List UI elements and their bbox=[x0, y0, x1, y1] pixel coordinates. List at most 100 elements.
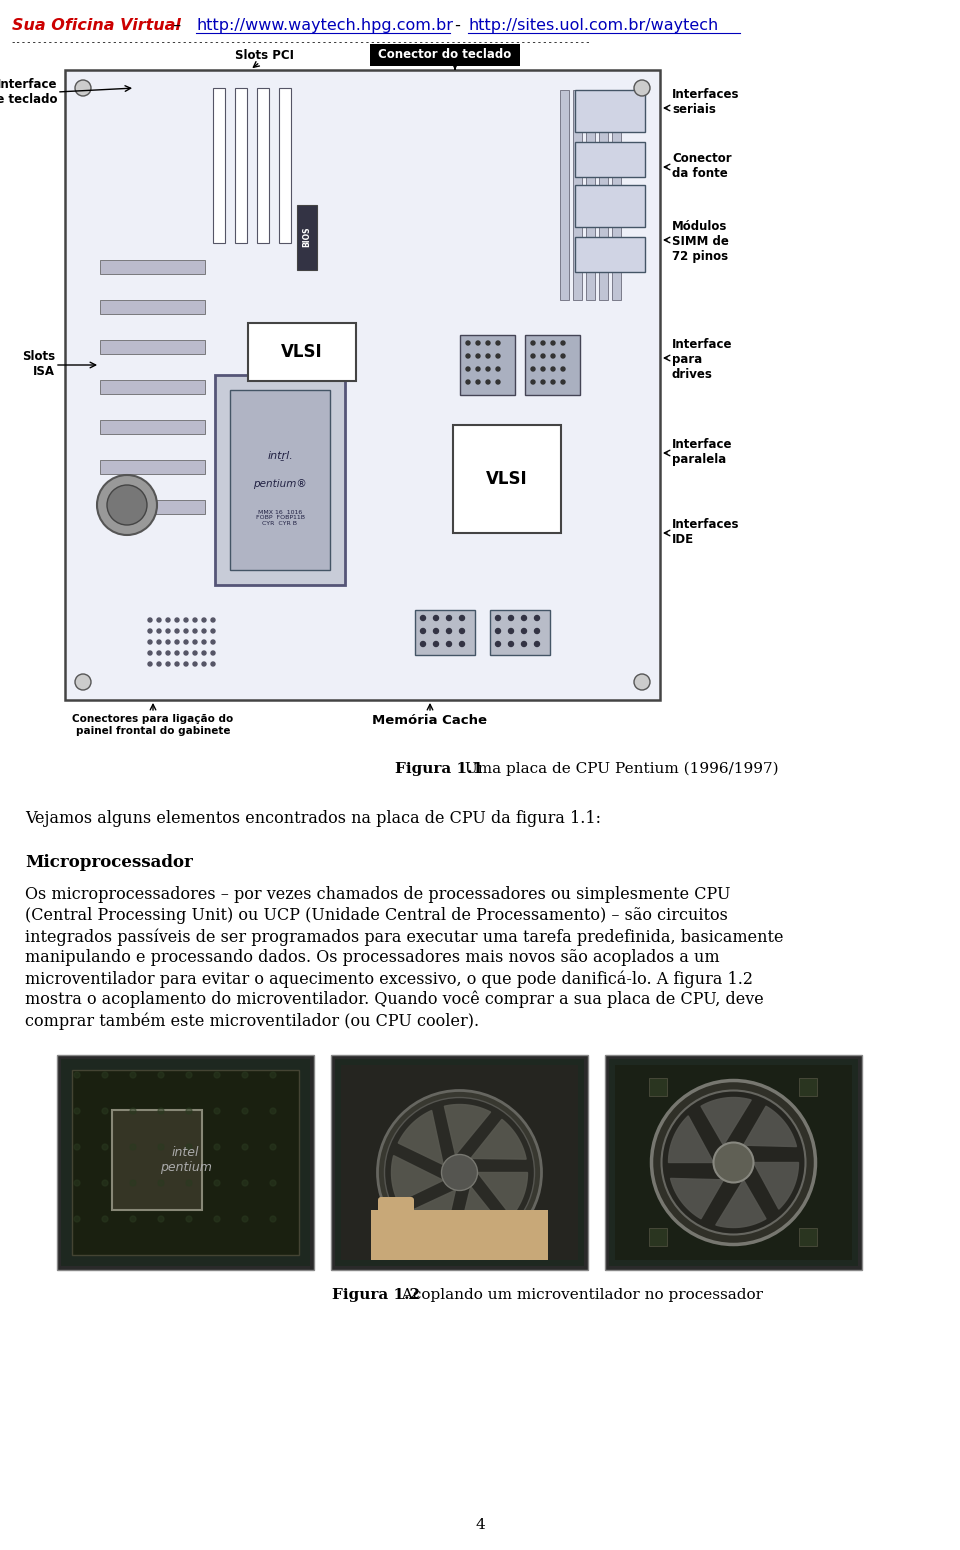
Circle shape bbox=[652, 1080, 815, 1245]
Bar bbox=[415, 611, 475, 656]
Text: Slots
ISA: Slots ISA bbox=[22, 350, 55, 378]
Circle shape bbox=[486, 353, 490, 358]
Text: Figura 1.2: Figura 1.2 bbox=[332, 1288, 420, 1302]
Bar bbox=[100, 339, 205, 353]
Circle shape bbox=[74, 1217, 80, 1221]
Circle shape bbox=[193, 629, 197, 632]
Circle shape bbox=[175, 618, 179, 622]
Circle shape bbox=[148, 629, 152, 632]
Bar bbox=[100, 460, 205, 474]
Circle shape bbox=[107, 485, 147, 525]
Circle shape bbox=[157, 662, 161, 666]
Circle shape bbox=[102, 1108, 108, 1114]
Circle shape bbox=[193, 618, 197, 622]
Circle shape bbox=[186, 1073, 192, 1077]
Bar bbox=[248, 322, 356, 381]
Polygon shape bbox=[743, 1107, 797, 1147]
Text: Microprocessador: Microprocessador bbox=[25, 854, 193, 871]
Bar bbox=[599, 90, 608, 301]
Circle shape bbox=[211, 629, 215, 632]
Polygon shape bbox=[477, 1172, 527, 1217]
Circle shape bbox=[486, 380, 490, 384]
Circle shape bbox=[214, 1217, 220, 1221]
Text: mostra o acoplamento do microventilador. Quando você comprar a sua placa de CPU,: mostra o acoplamento do microventilador.… bbox=[25, 990, 764, 1009]
Text: Módulos
SIMM de
72 pinos: Módulos SIMM de 72 pinos bbox=[672, 220, 729, 264]
Circle shape bbox=[184, 662, 188, 666]
Circle shape bbox=[202, 662, 206, 666]
Text: MMX 16  1016
FOBP  FOBP11B
CYR  CYR B: MMX 16 1016 FOBP FOBP11B CYR CYR B bbox=[255, 510, 304, 525]
Circle shape bbox=[541, 353, 545, 358]
Circle shape bbox=[130, 1073, 136, 1077]
Circle shape bbox=[193, 651, 197, 656]
Circle shape bbox=[535, 628, 540, 634]
Text: -: - bbox=[450, 19, 466, 33]
Circle shape bbox=[242, 1144, 248, 1150]
Circle shape bbox=[531, 341, 535, 346]
Text: Os microprocessadores – por vezes chamados de processadores ou simplesmente CPU: Os microprocessadores – por vezes chamad… bbox=[25, 887, 731, 904]
Bar bbox=[100, 420, 205, 434]
Circle shape bbox=[186, 1217, 192, 1221]
Circle shape bbox=[442, 1155, 477, 1190]
Circle shape bbox=[466, 380, 470, 384]
Circle shape bbox=[184, 640, 188, 643]
Circle shape bbox=[158, 1108, 164, 1114]
Bar bbox=[215, 375, 345, 584]
Circle shape bbox=[434, 615, 439, 620]
Bar bbox=[575, 184, 645, 226]
Circle shape bbox=[460, 615, 465, 620]
Bar bbox=[100, 501, 205, 515]
Text: Interfaces
seriais: Interfaces seriais bbox=[672, 88, 739, 116]
Text: microventilador para evitar o aquecimento excessivo, o que pode danificá-lo. A f: microventilador para evitar o aqueciment… bbox=[25, 970, 753, 987]
Circle shape bbox=[270, 1108, 276, 1114]
Circle shape bbox=[166, 651, 170, 656]
Circle shape bbox=[158, 1144, 164, 1150]
Circle shape bbox=[74, 1073, 80, 1077]
Circle shape bbox=[495, 615, 500, 620]
Bar bbox=[605, 1056, 862, 1269]
Circle shape bbox=[270, 1180, 276, 1186]
Polygon shape bbox=[392, 1156, 444, 1201]
Circle shape bbox=[184, 651, 188, 656]
Bar bbox=[100, 301, 205, 315]
Polygon shape bbox=[754, 1162, 799, 1209]
Polygon shape bbox=[701, 1097, 752, 1145]
Polygon shape bbox=[470, 1119, 526, 1159]
Circle shape bbox=[214, 1180, 220, 1186]
Circle shape bbox=[214, 1073, 220, 1077]
Circle shape bbox=[434, 642, 439, 646]
Bar bbox=[575, 143, 645, 177]
Circle shape bbox=[495, 642, 500, 646]
Circle shape bbox=[202, 618, 206, 622]
Bar bbox=[61, 1059, 310, 1266]
Polygon shape bbox=[458, 1187, 502, 1240]
Circle shape bbox=[486, 367, 490, 370]
Circle shape bbox=[214, 1144, 220, 1150]
Text: BIOS: BIOS bbox=[302, 226, 311, 248]
Bar bbox=[615, 1065, 852, 1260]
Circle shape bbox=[377, 1091, 541, 1254]
Circle shape bbox=[157, 651, 161, 656]
Circle shape bbox=[495, 628, 500, 634]
Circle shape bbox=[148, 651, 152, 656]
Circle shape bbox=[420, 642, 425, 646]
Bar bbox=[370, 43, 520, 67]
Text: Interfaces
IDE: Interfaces IDE bbox=[672, 518, 739, 546]
Polygon shape bbox=[716, 1180, 766, 1228]
Circle shape bbox=[102, 1217, 108, 1221]
Text: Conectores para ligação do
painel frontal do gabinete: Conectores para ligação do painel fronta… bbox=[72, 715, 233, 736]
Circle shape bbox=[102, 1073, 108, 1077]
Circle shape bbox=[486, 341, 490, 346]
Circle shape bbox=[184, 618, 188, 622]
Circle shape bbox=[130, 1180, 136, 1186]
Circle shape bbox=[148, 662, 152, 666]
Circle shape bbox=[420, 615, 425, 620]
Circle shape bbox=[466, 367, 470, 370]
Circle shape bbox=[634, 674, 650, 690]
Polygon shape bbox=[398, 1110, 444, 1164]
Circle shape bbox=[130, 1144, 136, 1150]
Circle shape bbox=[157, 640, 161, 643]
Bar bbox=[335, 1059, 584, 1266]
Circle shape bbox=[175, 651, 179, 656]
Circle shape bbox=[561, 380, 565, 384]
Polygon shape bbox=[444, 1105, 491, 1155]
